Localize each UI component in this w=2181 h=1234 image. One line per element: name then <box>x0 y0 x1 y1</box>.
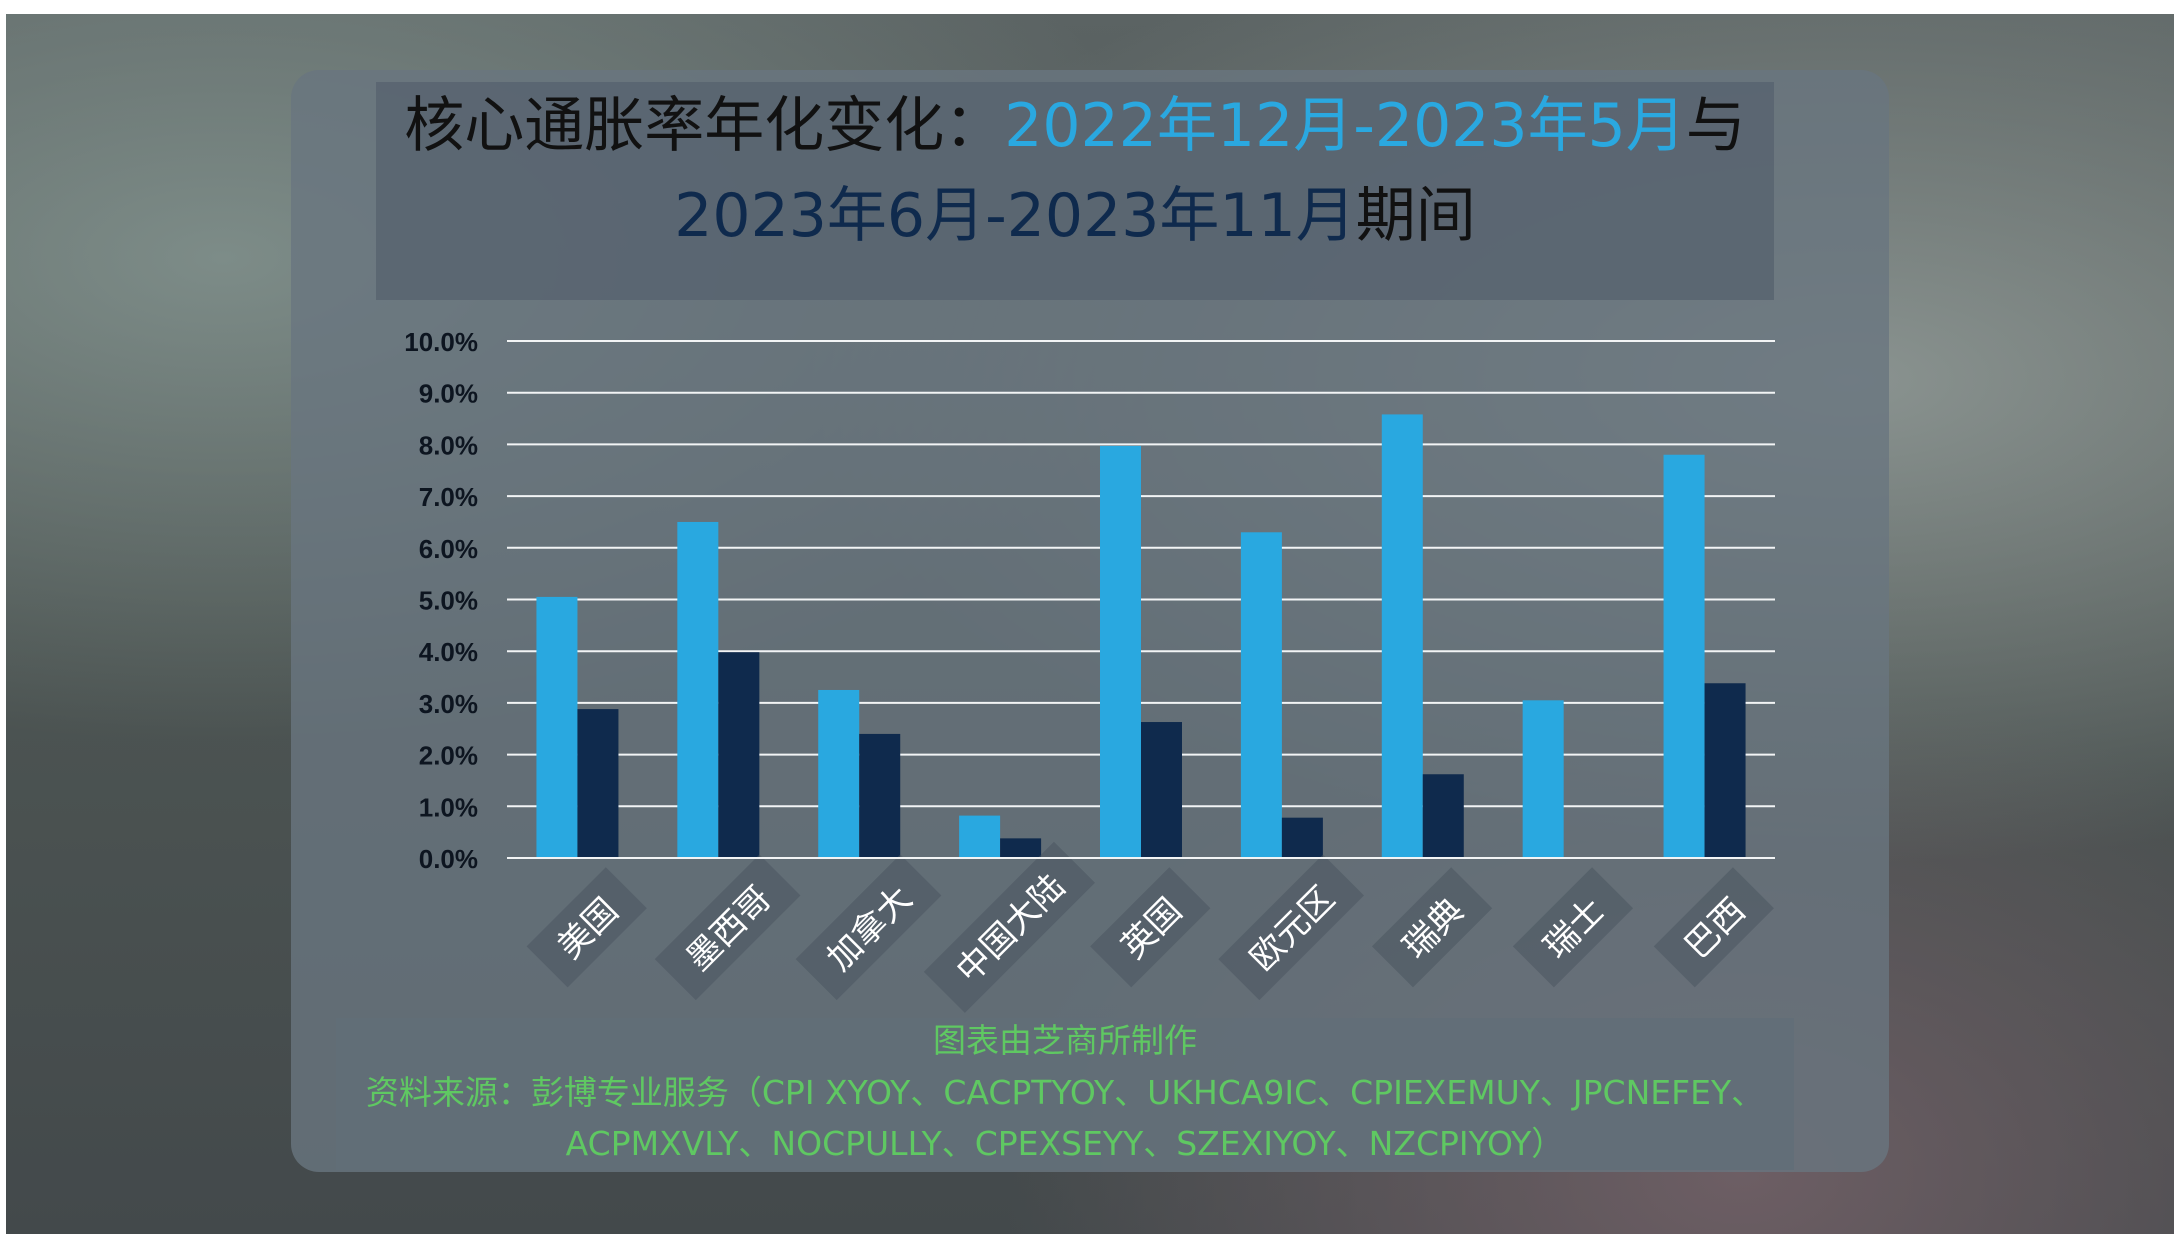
y-tick-label: 8.0% <box>419 430 478 460</box>
x-category-label: 英国 <box>1090 867 1211 988</box>
x-category-label: 瑞士 <box>1512 867 1634 988</box>
x-category-label-bg <box>923 841 1095 1013</box>
x-category-label-bg <box>526 867 647 988</box>
bar-series-1 <box>1663 454 1705 858</box>
x-category-label-bg <box>1371 867 1493 988</box>
y-tick-label: 10.0% <box>404 327 478 357</box>
y-tick-label: 5.0% <box>419 586 478 616</box>
y-tick-label: 1.0% <box>419 792 478 822</box>
frame-edge <box>2174 0 2181 1228</box>
y-tick-label: 4.0% <box>419 637 478 667</box>
source-panel <box>336 1018 1794 1170</box>
bar-series-2 <box>577 709 619 858</box>
bar-series-2 <box>859 733 901 858</box>
bar-series-1 <box>1240 532 1282 858</box>
x-category-label-bg <box>1090 867 1211 988</box>
x-category-label-bg <box>795 854 942 1001</box>
title-suffix: 期间 <box>1355 181 1476 251</box>
bar-series-2 <box>1422 774 1464 858</box>
x-category-label: 墨西哥 <box>654 854 801 1001</box>
title-period-1: 2022年12月-2023年5月 <box>1004 91 1686 161</box>
bar-series-2 <box>1141 722 1182 858</box>
x-category-label: 欧元区 <box>1218 854 1365 1001</box>
title-period-2: 2023年6月-2023年11月 <box>674 181 1356 251</box>
x-category-label: 加拿大 <box>795 854 942 1001</box>
title-connector: 与 <box>1685 91 1746 161</box>
y-tick-label: 9.0% <box>419 379 478 409</box>
chart-credit: 图表由芝商所制作 <box>933 1021 1197 1060</box>
title-prefix: 核心通胀率年化变化： <box>404 91 1005 161</box>
chart-title-line-2: 2023年6月-2023年11月期间 <box>376 176 1774 256</box>
x-category-label-bg <box>654 854 801 1001</box>
bar-series-1 <box>677 521 719 858</box>
x-category-label: 瑞典 <box>1371 867 1493 988</box>
bar-series-2 <box>1000 838 1042 858</box>
y-tick-label: 2.0% <box>419 741 478 771</box>
x-category-label-bg <box>1653 867 1774 988</box>
x-category-label: 美国 <box>526 867 647 988</box>
bar-series-1 <box>536 596 578 858</box>
bar-series-1 <box>959 815 1001 858</box>
x-category-label: 中国大陆 <box>923 841 1095 1013</box>
bar-series-2 <box>1704 683 1746 858</box>
source-note-line-1: 资料来源：彭博专业服务（CPI XYOY、CACPTYOY、UKHCA9IC、C… <box>365 1073 1765 1112</box>
x-category-label-bg <box>1512 867 1634 988</box>
y-tick-label: 7.0% <box>419 482 478 512</box>
bar-series-2 <box>1281 817 1323 858</box>
y-tick-label: 0.0% <box>419 844 478 874</box>
bar-series-2 <box>718 652 760 858</box>
chart-title-line-1: 核心通胀率年化变化：2022年12月-2023年5月与 <box>376 86 1774 166</box>
y-tick-label: 3.0% <box>419 689 478 719</box>
title-panel <box>376 82 1774 300</box>
x-category-label: 巴西 <box>1653 867 1774 988</box>
bar-series-1 <box>1100 445 1141 858</box>
x-category-label-bg <box>1218 854 1365 1001</box>
y-tick-label: 6.0% <box>419 534 478 564</box>
source-note-line-2: ACPMXVLY、NOCPULLY、CPEXSEYY、SZEXIYOY、NZCP… <box>565 1124 1565 1163</box>
bar-series-1 <box>1381 414 1423 858</box>
bar-series-1 <box>818 689 860 858</box>
bar-series-1 <box>1522 700 1564 858</box>
